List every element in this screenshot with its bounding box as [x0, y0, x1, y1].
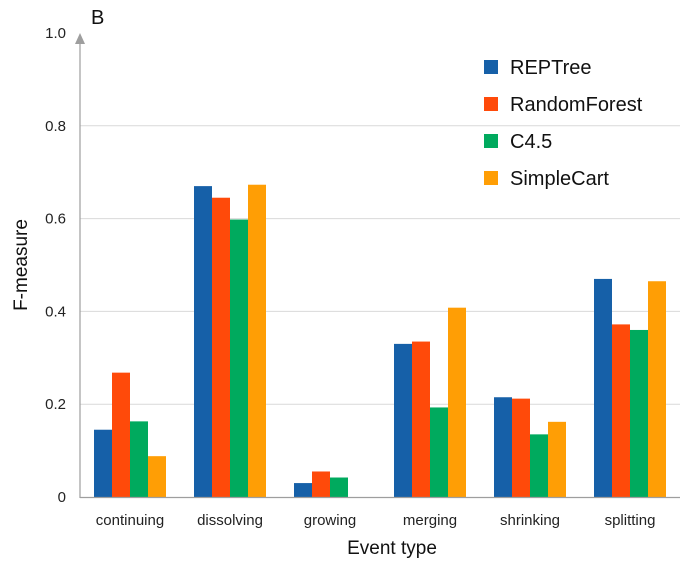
bar — [330, 477, 348, 497]
bar — [394, 343, 412, 497]
bar — [494, 397, 512, 497]
legend-swatch — [484, 171, 498, 185]
bar — [612, 324, 630, 497]
bars — [94, 184, 666, 497]
bar — [630, 329, 648, 497]
bar — [94, 429, 112, 497]
y-axis-arrow-icon — [75, 33, 85, 44]
y-tick-label: 0.2 — [45, 396, 66, 413]
bar — [194, 186, 212, 497]
bar — [512, 398, 530, 497]
legend-label: SimpleCart — [510, 168, 609, 190]
y-tick-label: 0.8 — [45, 118, 66, 135]
panel-label: B — [91, 7, 104, 29]
legend-swatch — [484, 97, 498, 111]
bar — [248, 184, 266, 497]
x-tick-labels: continuing dissolving growing merging shrink… — [96, 512, 656, 529]
y-tick-label: 0.4 — [45, 303, 66, 320]
bar — [148, 456, 166, 497]
legend-swatch — [484, 134, 498, 148]
legend-label: RandomForest — [510, 94, 643, 116]
bar — [312, 471, 330, 497]
bar — [112, 372, 130, 497]
bar — [212, 197, 230, 497]
x-tick-label: splitting — [605, 512, 656, 529]
bar — [294, 483, 312, 497]
x-tick-label: continuing — [96, 512, 164, 529]
y-tick-label: 0 — [58, 489, 66, 506]
bar — [230, 219, 248, 497]
bar — [448, 307, 466, 497]
bar — [648, 281, 666, 497]
legend-label: REPTree — [510, 57, 592, 79]
y-axis-label: F-measure — [11, 219, 32, 311]
bar — [548, 421, 566, 497]
legend-label: C4.5 — [510, 131, 552, 153]
legend-swatch — [484, 60, 498, 74]
y-tick-labels: 0 0.2 0.4 0.6 0.8 1.0 — [45, 25, 66, 506]
x-axis-label: Event type — [347, 538, 437, 559]
y-tick-label: 1.0 — [45, 25, 66, 42]
bar — [594, 278, 612, 497]
y-tick-label: 0.6 — [45, 211, 66, 228]
grid-lines — [80, 125, 680, 405]
x-tick-label: growing — [304, 512, 357, 529]
bar — [412, 341, 430, 497]
bar — [530, 434, 548, 497]
x-tick-label: shrinking — [500, 512, 560, 529]
x-tick-label: merging — [403, 512, 457, 529]
bar — [430, 407, 448, 497]
legend: REPTree RandomForest C4.5 SimpleCart — [484, 57, 643, 190]
bar — [130, 421, 148, 497]
x-tick-label: dissolving — [197, 512, 263, 529]
